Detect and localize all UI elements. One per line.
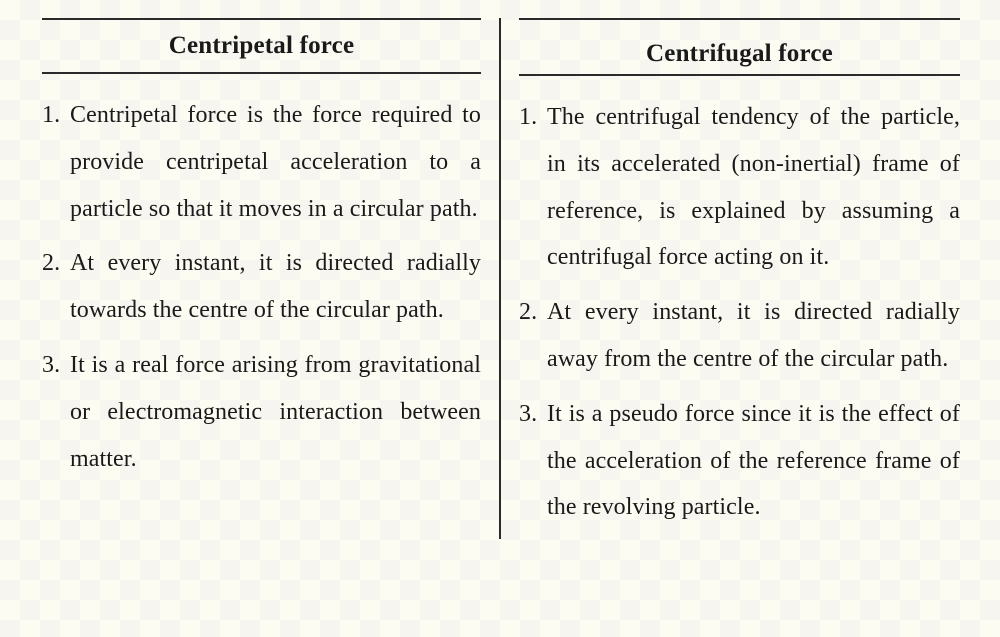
point-item: It is a pseudo force since it is the eff… (519, 391, 960, 531)
column-centripetal: Centripetal force Centripetal force is t… (24, 18, 501, 539)
point-item: At every instant, it is directed radiall… (519, 289, 960, 383)
point-item: Centripetal force is the force required … (42, 92, 481, 232)
column-header-left: Centripetal force (42, 18, 481, 74)
points-list-left: Centripetal force is the force required … (42, 74, 481, 482)
page-scan: Centripetal force Centripetal force is t… (0, 0, 1000, 637)
point-item: At every instant, it is directed radiall… (42, 240, 481, 334)
column-header-right: Centrifugal force (519, 18, 960, 76)
points-list-right: The centrifugal tendency of the particle… (519, 76, 960, 531)
column-centrifugal: Centrifugal force The centrifugal tenden… (501, 18, 978, 539)
point-item: It is a real force arising from gravitat… (42, 342, 481, 482)
comparison-table: Centripetal force Centripetal force is t… (24, 18, 978, 539)
point-item: The centrifugal tendency of the particle… (519, 94, 960, 281)
